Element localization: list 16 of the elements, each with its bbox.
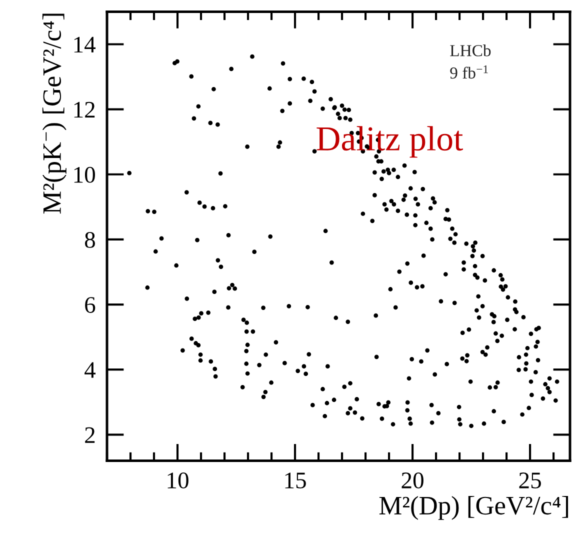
y-axis-title: M²(pK$^{−}$) [GeV²/c⁴] <box>42 14 66 214</box>
x-tick-label: 10 <box>168 472 188 488</box>
y-tick-label: 10 <box>74 166 95 183</box>
x-axis-title: M²(Dp) [GeV²/c⁴] <box>379 496 568 520</box>
annotation: Dalitz plot <box>316 126 463 158</box>
y-tick-label: 8 <box>84 232 95 248</box>
x-tick-label: 20 <box>402 472 424 488</box>
x-tick-label: 15 <box>285 472 306 488</box>
y-tick-label: 2 <box>85 427 95 443</box>
annotation: 9 fb$^{−1}$ <box>450 65 488 79</box>
y-tick-label: 4 <box>84 362 96 378</box>
annotation: LHCb <box>450 44 491 56</box>
x-tick-label: 25 <box>519 472 541 488</box>
y-tick-label: 6 <box>85 297 96 313</box>
y-tick-label: 14 <box>74 36 96 52</box>
y-tick-label: 12 <box>74 102 95 118</box>
